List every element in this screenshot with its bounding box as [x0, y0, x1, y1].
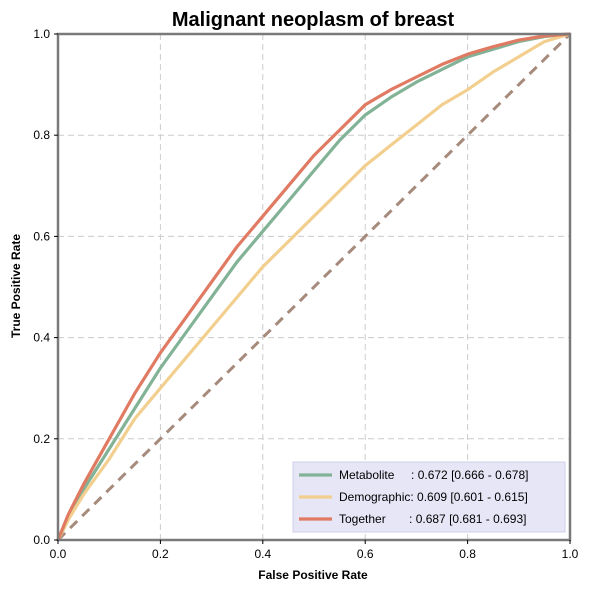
- y-axis-label: True Positive Rate: [9, 234, 23, 338]
- series-line-demographic: [56, 32, 571, 541]
- chart-title: Malignant neoplasm of breast: [172, 9, 455, 31]
- chance-line: [56, 32, 572, 542]
- x-tick-label: 0.6: [357, 547, 374, 561]
- x-axis-label: False Positive Rate: [258, 568, 368, 582]
- axis-ticks: 0.0 0.2 0.4 0.6 0.8 1.0 0.0 0.2 0.4 0.6 0.8 1.0: [33, 27, 578, 561]
- series-line-together: [56, 32, 571, 541]
- x-tick-label: 0.8: [459, 547, 476, 561]
- legend-label-together: Together : 0.687 [0.681 - 0.693]: [339, 512, 526, 526]
- y-tick-label: 0.6: [33, 229, 50, 243]
- x-tick-label: 0.2: [152, 547, 169, 561]
- legend: Metabolite : 0.672 [0.666 - 0.678] Demogr…: [292, 461, 566, 533]
- grid: [58, 34, 570, 540]
- series-layer: [56, 32, 571, 541]
- x-tick-label: 0.4: [254, 547, 271, 561]
- y-tick-label: 0.4: [33, 331, 50, 345]
- legend-label-demographic: Demographic: 0.609 [0.601 - 0.615]: [339, 490, 528, 504]
- y-tick-label: 0.0: [33, 533, 50, 547]
- x-tick-label: 0.0: [50, 547, 67, 561]
- legend-box: [292, 461, 566, 533]
- plot-frame: [56, 32, 572, 542]
- y-tick-label: 0.2: [33, 432, 50, 446]
- y-tick-label: 0.8: [33, 128, 50, 142]
- legend-label-metabolite: Metabolite : 0.672 [0.666 - 0.678]: [339, 468, 528, 482]
- x-tick-label: 1.0: [562, 547, 579, 561]
- y-tick-label: 1.0: [33, 27, 50, 41]
- series-line-metabolite: [56, 32, 571, 541]
